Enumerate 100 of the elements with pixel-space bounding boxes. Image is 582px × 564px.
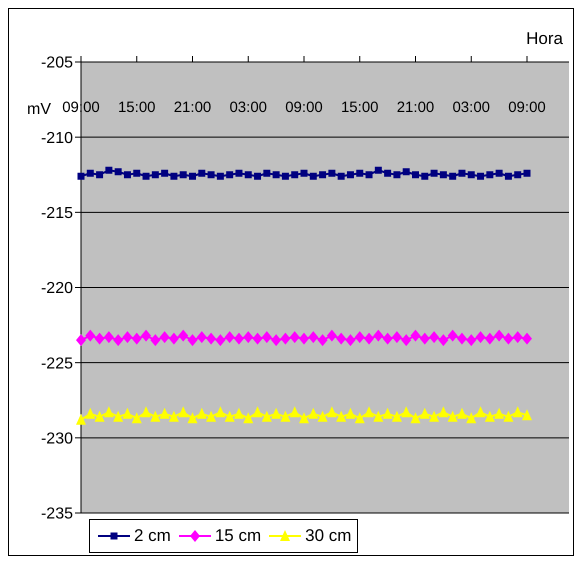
point [336, 410, 346, 422]
point [514, 171, 522, 178]
x-tick-label: 09:00 [285, 99, 323, 116]
point [262, 331, 272, 344]
point [392, 331, 402, 344]
point [401, 334, 412, 346]
point [104, 406, 114, 418]
point [132, 412, 142, 424]
point [319, 171, 326, 178]
point [494, 330, 504, 342]
point [366, 171, 373, 178]
point [484, 332, 495, 345]
point [354, 412, 365, 424]
point [522, 332, 532, 345]
point [196, 331, 207, 344]
point [448, 330, 458, 342]
point [392, 410, 402, 422]
point [122, 331, 132, 344]
point [429, 331, 440, 344]
point [476, 406, 486, 418]
point [254, 172, 262, 180]
point [160, 331, 170, 344]
point [410, 412, 420, 424]
point [150, 410, 160, 422]
point [356, 170, 364, 177]
point [290, 331, 300, 344]
point [94, 332, 105, 345]
point [290, 406, 300, 418]
point [235, 170, 242, 177]
point [161, 170, 168, 177]
point [336, 332, 346, 345]
point [168, 410, 179, 422]
point [429, 410, 440, 422]
point [206, 410, 216, 422]
y-axis-title: mV [27, 101, 52, 118]
y-tick-label: -235 [40, 506, 74, 523]
point [486, 171, 494, 178]
point [476, 331, 486, 344]
x-tick-label: 15:00 [118, 99, 156, 116]
y-tick-label: -210 [40, 130, 74, 147]
point [328, 170, 336, 177]
point [299, 332, 309, 345]
point [484, 410, 495, 422]
y-tick-label: -230 [40, 430, 74, 448]
point [85, 330, 96, 342]
point [262, 410, 272, 422]
point [142, 172, 150, 180]
point [282, 172, 289, 180]
point [393, 171, 400, 178]
point [438, 406, 448, 418]
point [458, 170, 466, 177]
point [338, 172, 345, 180]
point [308, 331, 318, 344]
point [364, 406, 374, 418]
point [477, 172, 484, 180]
point [170, 172, 178, 180]
point [420, 408, 430, 419]
point [522, 409, 532, 420]
point [438, 334, 448, 346]
point [113, 410, 124, 422]
point [310, 172, 317, 180]
point [382, 408, 393, 419]
point [215, 406, 226, 418]
point [180, 171, 187, 178]
point [448, 410, 458, 422]
point [503, 410, 514, 422]
point [78, 172, 84, 180]
point [299, 412, 309, 424]
point [512, 331, 523, 344]
point [280, 332, 290, 345]
x-tick-label: 15:00 [340, 99, 379, 116]
point [373, 410, 384, 422]
point [141, 330, 152, 342]
point [449, 172, 456, 180]
point [160, 408, 170, 419]
point [85, 408, 96, 419]
y-tick-label: -220 [40, 280, 74, 298]
point [384, 170, 392, 177]
point [346, 171, 354, 178]
point [141, 406, 152, 418]
x-axis-title: Hora [526, 29, 564, 48]
point [196, 408, 207, 419]
point [252, 332, 263, 345]
point [430, 170, 438, 177]
point [440, 171, 447, 178]
legend-label: 15 cm [214, 526, 262, 546]
point [364, 332, 374, 345]
point [252, 406, 263, 418]
point [401, 406, 412, 418]
point [503, 332, 514, 345]
point [114, 168, 122, 176]
point [345, 408, 356, 419]
point [468, 171, 475, 178]
legend-label: 2 cm [134, 526, 171, 546]
point [345, 334, 356, 346]
point [94, 410, 105, 422]
point [132, 332, 142, 345]
point [168, 332, 179, 345]
point [198, 170, 206, 177]
x-tick-label: 03:00 [452, 99, 490, 116]
